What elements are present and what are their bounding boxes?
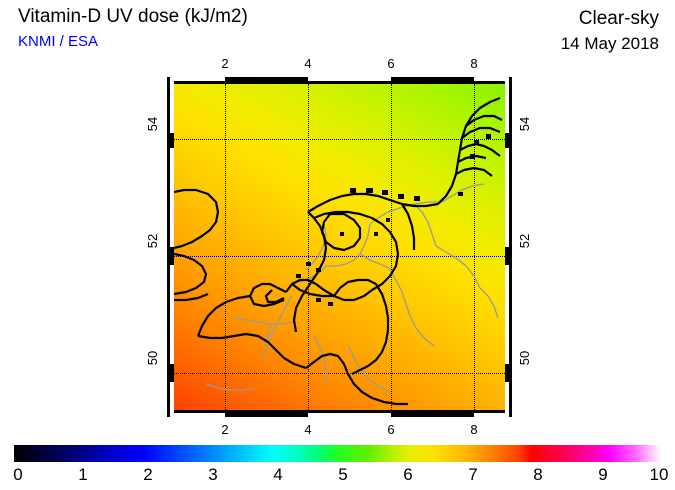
tick-left-a	[170, 77, 174, 133]
tick-right-b	[505, 148, 509, 247]
colorbar-label-6: 6	[403, 465, 413, 484]
ytick-label-left-50: 50	[145, 350, 160, 366]
ytick-label-right-50: 50	[517, 350, 532, 366]
gridline-lon-6	[391, 84, 392, 410]
colorbar-label-9: 9	[598, 465, 608, 484]
tick-left-b	[170, 148, 174, 247]
gridline-lon-2	[225, 84, 226, 410]
frame-right	[505, 77, 512, 417]
map-frame: 2 4 6 8 2 4 6 8 54 52 50 54 52 50	[145, 56, 532, 437]
tick-top-2	[308, 77, 391, 81]
tick-right-d	[505, 382, 509, 417]
tick-left-d	[170, 382, 174, 417]
colorbar-label-7: 7	[468, 465, 478, 484]
gridline-lon-8	[474, 84, 475, 410]
map-plot-area: 2 4 6 8 2 4 6 8 54 52 50 54 52 50	[145, 56, 532, 437]
ytick-label-right-54: 54	[517, 116, 532, 132]
page-title: Vitamin-D UV dose (kJ/m2)	[18, 6, 248, 27]
ytick-label-left-52: 52	[145, 233, 160, 249]
colorbar-label-4: 4	[273, 465, 283, 484]
xtick-label-top-2: 6	[387, 56, 395, 71]
geography-overlay	[174, 96, 503, 406]
tick-bottom-4	[474, 413, 512, 417]
islands-layer	[296, 134, 491, 306]
colorbar-label-1: 1	[78, 465, 88, 484]
xtick-label-top-3: 8	[470, 56, 478, 71]
rivers-layer	[205, 183, 499, 393]
uv-dose-gradient	[174, 84, 505, 410]
xtick-label-bottom-1: 4	[304, 422, 312, 437]
frame-left	[167, 77, 174, 417]
xtick-label-bottom-0: 2	[221, 422, 229, 437]
tick-top-4	[474, 77, 512, 81]
tick-left-c	[170, 265, 174, 364]
colorbar: 0 1 2 3 4 5 6 7 8 9 10	[13, 444, 668, 487]
date-label: 14 May 2018	[560, 34, 659, 53]
colorbar-label-10: 10	[649, 465, 669, 484]
institute-credit: KNMI / ESA	[18, 33, 99, 50]
xtick-label-bottom-2: 6	[387, 422, 395, 437]
sky-condition-label: Clear-sky	[578, 8, 659, 29]
ytick-label-right-52: 52	[517, 233, 532, 249]
tick-right-a	[505, 77, 509, 133]
coastline-border-layer	[174, 96, 503, 406]
map-data-field	[174, 84, 505, 410]
tick-right-c	[505, 265, 509, 364]
gridline-lon-4	[308, 84, 309, 410]
colorbar-gradient	[13, 444, 662, 463]
gridline-lat-50	[174, 373, 505, 374]
xtick-label-top-1: 4	[304, 56, 312, 71]
tick-bottom-2	[308, 413, 391, 417]
header-right-block: Clear-sky 14 May 2018	[561, 6, 659, 56]
colorbar-label-5: 5	[338, 465, 348, 484]
colorbar-label-0: 0	[13, 465, 23, 484]
xtick-label-bottom-3: 8	[470, 422, 478, 437]
tick-bottom-0	[167, 413, 225, 417]
colorbar-label-8: 8	[533, 465, 543, 484]
tick-top-0	[167, 77, 225, 81]
xtick-label-top-0: 2	[221, 56, 229, 71]
gridline-lat-52	[174, 256, 505, 257]
colorbar-label-2: 2	[143, 465, 153, 484]
gridline-lat-54	[174, 139, 505, 140]
colorbar-tick-labels: 0 1 2 3 4 5 6 7 8 9 10	[13, 463, 668, 487]
colorbar-label-3: 3	[208, 465, 218, 484]
ytick-label-left-54: 54	[145, 116, 160, 132]
